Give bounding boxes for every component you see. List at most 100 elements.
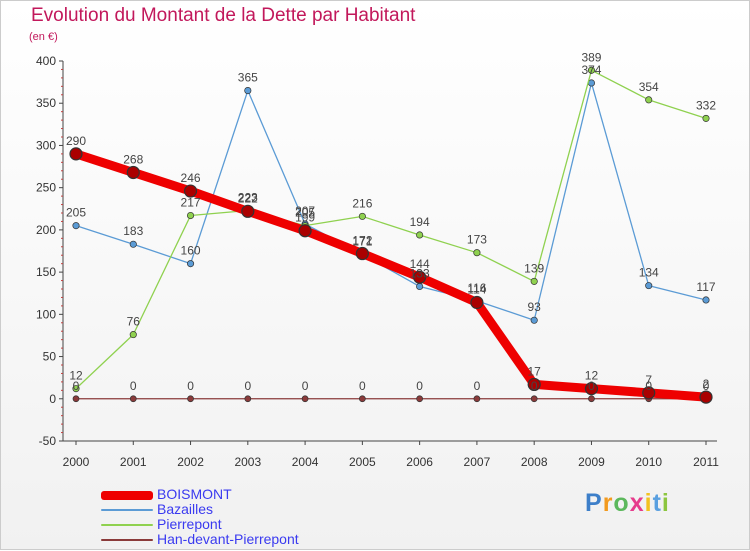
data-label: 222 — [238, 191, 258, 205]
data-point — [584, 382, 599, 396]
data-label: 0 — [416, 379, 423, 393]
series-line-boismont — [71, 149, 711, 402]
data-point — [530, 316, 538, 324]
y-tick-label: 50 — [43, 350, 57, 364]
data-label: 217 — [181, 196, 201, 210]
data-point — [129, 395, 137, 403]
x-tick-label: 2002 — [177, 455, 204, 469]
data-label: 172 — [352, 234, 372, 248]
data-point — [69, 147, 83, 161]
data-label: 290 — [66, 134, 86, 148]
data-point — [416, 231, 424, 239]
legend-label: Han-devant-Pierrepont — [157, 531, 299, 547]
y-tick-label: 0 — [49, 392, 56, 406]
logo-letter: o — [613, 489, 630, 517]
data-label: 0 — [187, 379, 194, 393]
data-point — [359, 395, 366, 403]
data-point — [470, 295, 484, 310]
data-label: 173 — [467, 233, 487, 247]
x-tick-label: 2003 — [234, 455, 261, 469]
logo-letter: i — [661, 489, 670, 517]
data-label: 246 — [181, 171, 201, 185]
data-point — [126, 165, 140, 180]
data-point — [416, 395, 423, 403]
data-label: 114 — [467, 283, 486, 297]
data-label: 7 — [645, 373, 652, 387]
data-point — [699, 390, 713, 404]
series-line-bazailles — [75, 82, 707, 321]
data-label: 134 — [639, 266, 659, 280]
chart-subtitle: (en €) — [29, 31, 58, 43]
y-tick-label: 300 — [36, 138, 56, 152]
data-label: 12 — [585, 369, 599, 383]
data-label: 199 — [295, 211, 315, 225]
legend-label: Pierrepont — [157, 516, 222, 532]
legend-label: BOISMONT — [157, 486, 232, 502]
data-point — [530, 395, 538, 403]
legend-swatch — [101, 539, 153, 541]
chart-title: Evolution du Montant de la Dette par Hab… — [31, 5, 416, 26]
data-label: 160 — [181, 244, 201, 258]
data-label: 365 — [238, 71, 258, 85]
data-point — [645, 282, 653, 290]
data-label: 183 — [123, 224, 143, 238]
x-tick-label: 2009 — [578, 455, 605, 469]
x-tick-label: 2006 — [406, 455, 433, 469]
y-tick-label: 400 — [36, 54, 56, 68]
data-point — [72, 385, 80, 393]
data-label: 133 — [410, 266, 430, 280]
x-tick-label: 2011 — [693, 455, 719, 469]
data-label: 144 — [410, 257, 430, 271]
data-point — [413, 270, 427, 284]
data-label: 171 — [352, 234, 372, 248]
data-point — [186, 211, 195, 220]
data-label: 207 — [295, 204, 315, 218]
data-point — [416, 282, 424, 291]
x-tick-label: 2007 — [464, 455, 491, 469]
logo-letter: x — [629, 489, 645, 517]
data-label: 205 — [66, 206, 86, 220]
data-label: 374 — [581, 63, 601, 77]
data-label: 389 — [581, 50, 601, 64]
data-point — [129, 240, 137, 248]
data-label: 268 — [123, 152, 143, 166]
x-tick-label: 2008 — [521, 455, 548, 469]
data-label: 0 — [474, 379, 481, 393]
data-label: 0 — [645, 379, 652, 393]
data-label: 0 — [130, 379, 137, 393]
data-label: 0 — [531, 379, 538, 393]
data-label: 0 — [703, 379, 710, 393]
y-tick-label: 150 — [36, 265, 56, 279]
data-point — [473, 249, 481, 257]
logo-letter: t — [652, 489, 662, 517]
y-tick-label: 350 — [36, 96, 56, 110]
data-point — [530, 277, 538, 285]
data-label: 0 — [302, 379, 309, 393]
data-label: 139 — [524, 261, 544, 275]
data-point — [587, 66, 596, 74]
data-point — [642, 386, 656, 400]
x-tick-label: 2004 — [292, 455, 319, 469]
logo-letter: P — [585, 489, 603, 517]
data-point — [129, 331, 137, 339]
data-point — [241, 204, 255, 218]
data-label: 117 — [696, 280, 715, 294]
data-label: 17 — [528, 364, 542, 378]
data-point — [702, 296, 710, 304]
y-tick-label: 200 — [36, 223, 56, 237]
data-point — [298, 224, 312, 238]
series-line-pierrepont — [75, 69, 707, 390]
data-point — [72, 395, 80, 403]
x-tick-label: 2010 — [635, 455, 662, 469]
x-tick-label: 2005 — [349, 455, 376, 469]
data-label: 354 — [639, 80, 659, 94]
data-point — [527, 377, 541, 392]
data-point — [588, 395, 595, 403]
data-point — [244, 87, 252, 95]
data-label: 0 — [73, 379, 80, 393]
data-point — [183, 184, 198, 198]
y-tick-label: 250 — [36, 181, 56, 195]
legend-label: Bazailles — [157, 501, 214, 517]
